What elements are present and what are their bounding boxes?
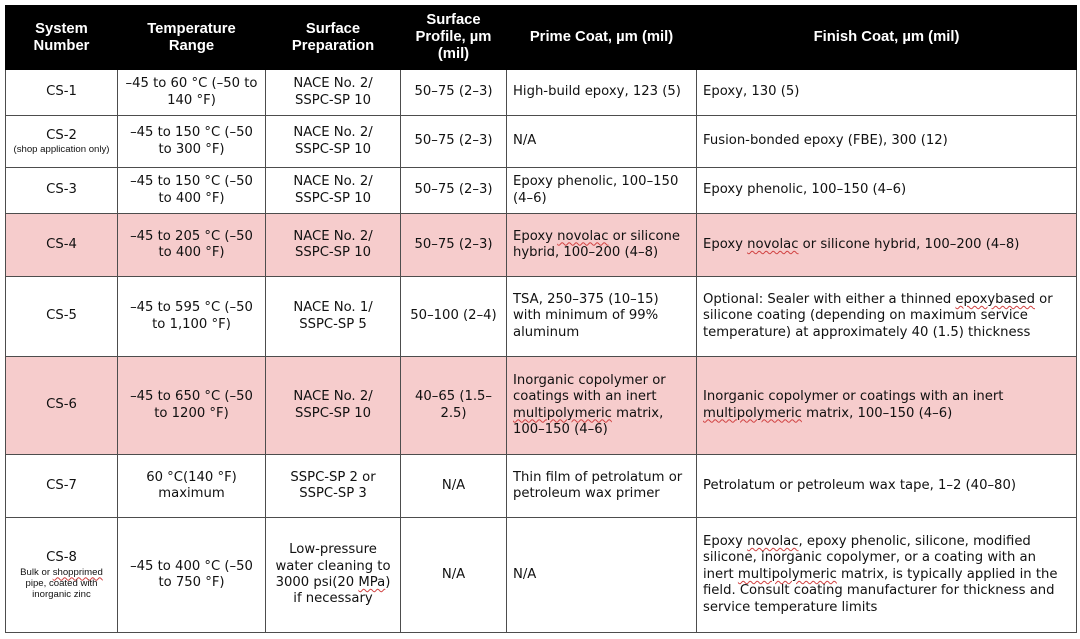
surface-profile: 50–75 (2–3) bbox=[400, 167, 507, 214]
header-finish-coat: Finish Coat, µm (mil) bbox=[696, 5, 1077, 70]
header-system-number: System Number bbox=[5, 5, 118, 70]
system-number: CS-4 bbox=[5, 213, 118, 277]
finish-coat: Epoxy, 130 (5) bbox=[696, 69, 1077, 116]
system-number: CS-6 bbox=[5, 356, 118, 455]
system-number: CS-7 bbox=[5, 454, 118, 518]
surface-profile: N/A bbox=[400, 454, 507, 518]
misspelled-word: shopprimed bbox=[52, 566, 103, 578]
system-number: CS-3 bbox=[5, 167, 118, 214]
coating-systems-table: System Number Temperature Range Surface … bbox=[5, 5, 1077, 633]
misspelled-word: novolac bbox=[747, 236, 799, 252]
surface-profile: 50–100 (2–4) bbox=[400, 276, 507, 357]
header-prime-coat: Prime Coat, µm (mil) bbox=[506, 5, 697, 70]
system-number: CS-5 bbox=[5, 276, 118, 357]
temperature-range: –45 to 595 °C (–50 to 1,100 °F) bbox=[117, 276, 266, 357]
table-row-cs-2: CS-2 (shop application only) –45 to 150 … bbox=[5, 115, 1077, 168]
header-temperature-range: Temperature Range bbox=[117, 5, 266, 70]
prime-coat: TSA, 250–375 (10–15) with minimum of 99% … bbox=[506, 276, 697, 357]
system-note: (shop application only) bbox=[13, 144, 110, 156]
system-note: Bulk or shopprimed pipe, coated with ino… bbox=[20, 566, 103, 600]
prime-coat: N/A bbox=[506, 517, 697, 633]
temperature-range: –45 to 205 °C (–50 to 400 °F) bbox=[117, 213, 266, 277]
surface-preparation: NACE No. 2/ SSPC-SP 10 bbox=[265, 213, 401, 277]
temperature-range: –45 to 150 °C (–50 to 400 °F) bbox=[117, 167, 266, 214]
finish-coat: Epoxy novolac, epoxy phenolic, silicone,… bbox=[696, 517, 1077, 633]
surface-preparation: NACE No. 2/ SSPC-SP 10 bbox=[265, 115, 401, 168]
misspelled-word: novolac bbox=[747, 533, 799, 549]
prime-coat: Epoxy novolac or silicone hybrid, 100–20… bbox=[506, 213, 697, 277]
table-header-row: System Number Temperature Range Surface … bbox=[5, 5, 1077, 70]
finish-coat: Epoxy novolac or silicone hybrid, 100–20… bbox=[696, 213, 1077, 277]
table-row-cs-3: CS-3 –45 to 150 °C (–50 to 400 °F) NACE … bbox=[5, 167, 1077, 214]
header-surface-preparation: Surface Preparation bbox=[265, 5, 401, 70]
surface-preparation: NACE No. 2/ SSPC-SP 10 bbox=[265, 69, 401, 116]
table-row-cs-6: CS-6 –45 to 650 °C (–50 to 1200 °F) NACE… bbox=[5, 356, 1077, 455]
misspelled-word: MPa bbox=[358, 575, 386, 590]
prime-coat: Epoxy phenolic, 100–150 (4–6) bbox=[506, 167, 697, 214]
surface-profile: 50–75 (2–3) bbox=[400, 213, 507, 277]
surface-preparation: NACE No. 2/ SSPC-SP 10 bbox=[265, 167, 401, 214]
surface-profile: N/A bbox=[400, 517, 507, 633]
surface-preparation: Low-pressure water cleaning to 3000 psi(… bbox=[265, 517, 401, 633]
finish-coat: Epoxy phenolic, 100–150 (4–6) bbox=[696, 167, 1077, 214]
system-number: CS-1 bbox=[5, 69, 118, 116]
table-row-cs-4: CS-4 –45 to 205 °C (–50 to 400 °F) NACE … bbox=[5, 213, 1077, 277]
misspelled-word: multipolymeric bbox=[703, 405, 802, 421]
temperature-range: 60 °C(140 °F) maximum bbox=[117, 454, 266, 518]
table-row-cs-1: CS-1 –45 to 60 °C (–50 to 140 °F) NACE N… bbox=[5, 69, 1077, 116]
finish-coat: Petrolatum or petroleum wax tape, 1–2 (4… bbox=[696, 454, 1077, 518]
surface-profile: 50–75 (2–3) bbox=[400, 69, 507, 116]
system-number-cell: CS-8 Bulk or shopprimed pipe, coated wit… bbox=[5, 517, 118, 633]
prime-coat: High-build epoxy, 123 (5) bbox=[506, 69, 697, 116]
prime-coat: Thin film of petrolatum or petroleum wax… bbox=[506, 454, 697, 518]
temperature-range: –45 to 650 °C (–50 to 1200 °F) bbox=[117, 356, 266, 455]
misspelled-word: multipolymeric bbox=[737, 566, 837, 582]
finish-coat: Optional: Sealer with either a thinned e… bbox=[696, 276, 1077, 357]
surface-preparation: NACE No. 1/ SSPC-SP 5 bbox=[265, 276, 401, 357]
table-row-cs-8: CS-8 Bulk or shopprimed pipe, coated wit… bbox=[5, 517, 1077, 633]
temperature-range: –45 to 60 °C (–50 to 140 °F) bbox=[117, 69, 266, 116]
finish-coat: Inorganic copolymer or coatings with an … bbox=[696, 356, 1077, 455]
system-number-cell: CS-2 (shop application only) bbox=[5, 115, 118, 168]
surface-preparation: NACE No. 2/ SSPC-SP 10 bbox=[265, 356, 401, 455]
prime-coat: N/A bbox=[506, 115, 697, 168]
system-number: CS-2 bbox=[46, 127, 77, 143]
misspelled-word: novolac bbox=[557, 228, 609, 244]
temperature-range: –45 to 150 °C (–50 to 300 °F) bbox=[117, 115, 266, 168]
temperature-range: –45 to 400 °C (–50 to 750 °F) bbox=[117, 517, 266, 633]
system-number: CS-8 bbox=[46, 550, 77, 566]
surface-profile: 40–65 (1.5–2.5) bbox=[400, 356, 507, 455]
misspelled-word: epoxybased bbox=[955, 291, 1035, 307]
prime-coat: Inorganic copolymer or coatings with an … bbox=[506, 356, 697, 455]
finish-coat: Fusion-bonded epoxy (FBE), 300 (12) bbox=[696, 115, 1077, 168]
surface-preparation: SSPC-SP 2 or SSPC-SP 3 bbox=[265, 454, 401, 518]
surface-profile: 50–75 (2–3) bbox=[400, 115, 507, 168]
misspelled-word: multipolymeric bbox=[513, 405, 612, 421]
header-surface-profile: Surface Profile, µm (mil) bbox=[400, 5, 507, 70]
table-row-cs-5: CS-5 –45 to 595 °C (–50 to 1,100 °F) NAC… bbox=[5, 276, 1077, 357]
table-row-cs-7: CS-7 60 °C(140 °F) maximum SSPC-SP 2 or … bbox=[5, 454, 1077, 518]
